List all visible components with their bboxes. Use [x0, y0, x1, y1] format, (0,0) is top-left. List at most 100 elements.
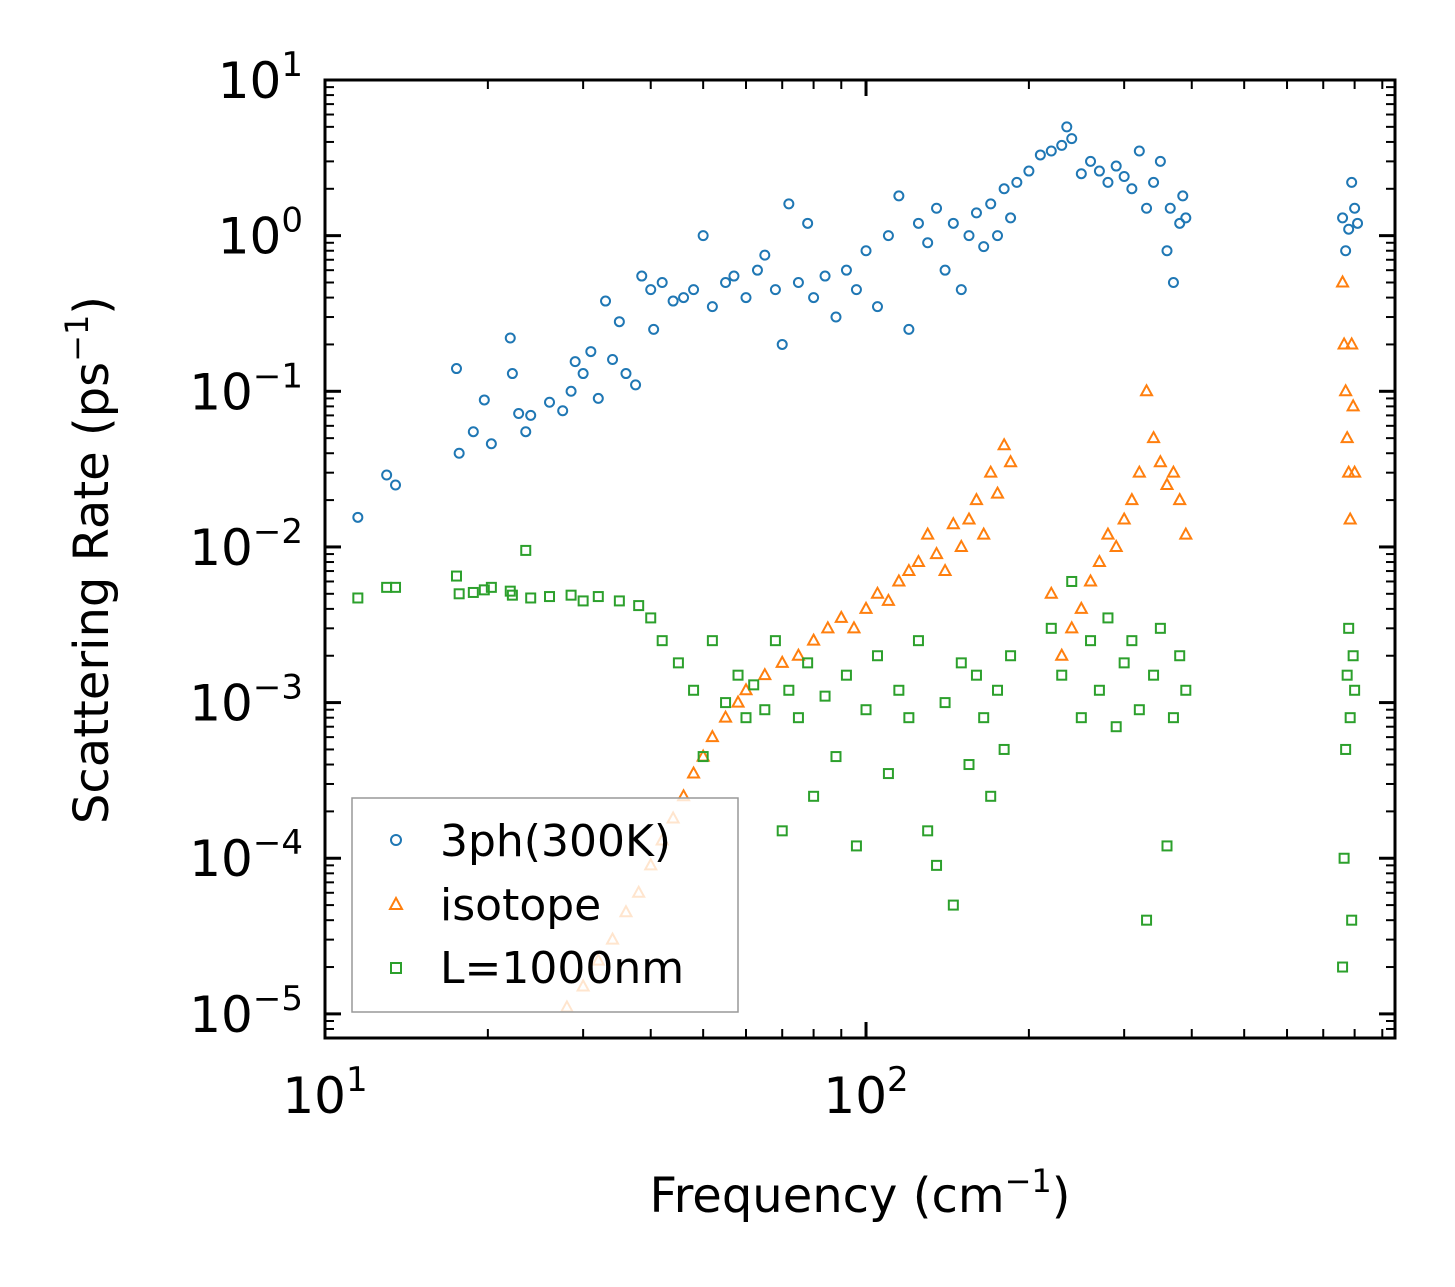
data-point-square — [1110, 721, 1122, 733]
data-point-circle — [697, 230, 709, 242]
data-point-triangle — [1166, 464, 1181, 478]
data-point-circle — [1346, 176, 1358, 188]
legend-marker-isotope — [388, 895, 404, 910]
series-circle — [352, 121, 1364, 523]
data-point-square — [903, 712, 915, 724]
data-point-square — [1180, 684, 1192, 696]
data-point-square — [970, 669, 982, 681]
data-point-square — [1141, 914, 1153, 926]
data-point-circle — [963, 230, 975, 242]
data-point-triangle — [730, 694, 746, 708]
data-point-circle — [577, 368, 589, 380]
data-point-square — [998, 743, 1010, 755]
data-point-square — [776, 825, 788, 837]
data-point-square — [922, 825, 934, 837]
x-axis-label: Frequency (cm−1) — [649, 1162, 1070, 1224]
data-point-circle — [1164, 202, 1176, 214]
data-point-circle — [1337, 212, 1349, 224]
data-point-square — [931, 859, 943, 871]
data-point-circle — [557, 405, 569, 417]
data-point-triangle — [1054, 647, 1069, 661]
data-point-circle — [1180, 212, 1192, 224]
data-point-square — [478, 584, 490, 596]
data-point-square — [1045, 622, 1057, 634]
data-point-circle — [978, 241, 990, 253]
y-tick-label: 10−1 — [189, 356, 303, 421]
data-point-triangle — [1083, 573, 1098, 587]
data-point-triangle — [946, 516, 961, 530]
data-point-circle — [565, 385, 577, 397]
data-point-circle — [759, 249, 771, 261]
data-point-triangle — [911, 553, 926, 568]
data-point-square — [688, 684, 700, 696]
data-point-circle — [802, 217, 814, 229]
data-point-square — [525, 592, 537, 604]
data-point-triangle — [791, 647, 806, 661]
legend-label-boundary: L=1000nm — [440, 943, 684, 994]
data-point-circle — [776, 338, 788, 350]
data-point-circle — [769, 284, 781, 296]
data-point-square — [1148, 669, 1160, 681]
y-tick-label: 10−3 — [189, 668, 303, 733]
data-point-circle — [871, 301, 883, 313]
y-tick-label: 101 — [218, 45, 303, 110]
data-point-square — [759, 704, 771, 716]
data-point-circle — [1161, 245, 1173, 257]
data-point-triangle — [901, 562, 917, 577]
data-point-triangle — [1344, 336, 1359, 350]
data-point-triangle — [1109, 538, 1124, 552]
x-tick-labels: 101 102 — [282, 1060, 908, 1125]
data-point-triangle — [1342, 511, 1358, 525]
data-point-circle — [792, 277, 804, 289]
data-point-circle — [453, 447, 465, 459]
data-point-circle — [922, 237, 934, 249]
data-point-square — [1338, 852, 1350, 864]
data-point-circle — [728, 270, 740, 282]
y-tick-label: 100 — [218, 201, 303, 266]
data-point-circle — [1352, 217, 1364, 229]
data-point-circle — [1154, 155, 1166, 167]
data-point-circle — [620, 368, 632, 380]
data-point-triangle — [1159, 476, 1175, 491]
data-point-circle — [955, 284, 967, 296]
data-point-triangle — [1064, 620, 1079, 634]
data-point-triangle — [870, 585, 885, 599]
data-point-circle — [352, 511, 364, 523]
data-point-circle — [808, 292, 820, 304]
data-point-triangle — [1132, 464, 1147, 478]
data-point-circle — [630, 379, 642, 391]
y-tick-label: 10−2 — [189, 512, 303, 577]
data-point-square — [783, 684, 795, 696]
data-point-square — [860, 704, 872, 716]
data-point-circle — [740, 292, 752, 304]
data-point-square — [565, 589, 577, 601]
data-point-triangle — [846, 620, 862, 634]
data-point-circle — [912, 217, 924, 229]
data-point-square — [769, 635, 781, 647]
data-point-circle — [882, 230, 894, 242]
data-point-square — [1133, 704, 1145, 716]
data-point-triangle — [990, 485, 1005, 499]
data-point-square — [963, 759, 975, 771]
data-point-circle — [600, 295, 612, 307]
data-point-square — [450, 570, 462, 582]
data-point-circle — [1110, 160, 1122, 172]
data-point-triangle — [976, 526, 991, 540]
data-point-triangle — [920, 526, 935, 540]
data-point-triangle — [1347, 464, 1362, 478]
data-point-circle — [931, 202, 943, 214]
data-point-square — [947, 899, 959, 911]
data-point-triangle — [1339, 430, 1355, 444]
data-point-circle — [667, 295, 679, 307]
data-point-circle — [636, 270, 648, 282]
data-point-triangle — [1124, 492, 1140, 506]
data-point-circle — [450, 363, 462, 375]
data-point-triangle — [969, 492, 984, 506]
data-point-square — [912, 635, 924, 647]
data-point-triangle — [1345, 398, 1361, 412]
data-point-circle — [1167, 277, 1179, 289]
data-point-square — [1346, 914, 1358, 926]
data-point-circle — [506, 368, 518, 380]
